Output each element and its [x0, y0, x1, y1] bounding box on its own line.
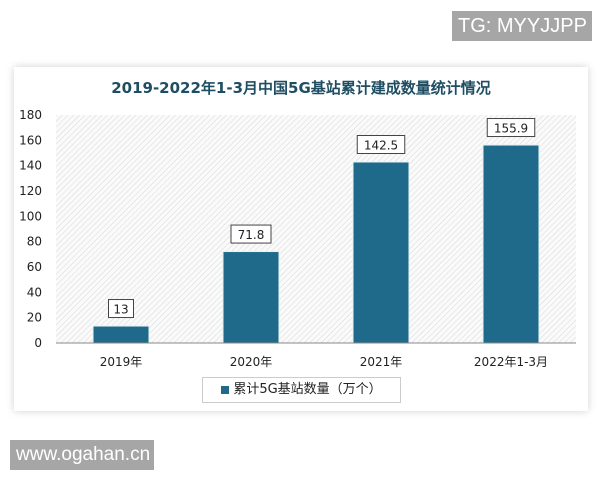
y-tick-label: 120	[19, 184, 42, 198]
data-label: 155.9	[494, 122, 528, 136]
bar	[93, 326, 149, 343]
y-tick-label: 100	[19, 209, 42, 223]
bar	[353, 162, 409, 343]
data-label-box	[108, 299, 134, 319]
chart-title: 2019-2022年1-3月中国5G基站累计建成数量统计情况	[111, 79, 491, 97]
watermark-tg: TG: MYYJJPP	[452, 11, 592, 41]
x-tick-label: 2021年	[360, 355, 403, 369]
bar	[483, 145, 539, 343]
y-tick-label: 40	[27, 285, 42, 299]
bar-chart: 0 20 40 60 80 100 120 140 160 180 13 2019年 71.8 2020年…	[19, 108, 576, 369]
y-tick-label: 180	[19, 108, 42, 122]
data-label-box	[230, 224, 272, 244]
y-tick-label: 60	[27, 260, 42, 274]
y-tick-label: 80	[27, 235, 42, 249]
data-label: 142.5	[364, 139, 398, 153]
legend: 累计5G基站数量（万个）	[202, 377, 401, 403]
watermark-site: www.ogahan.cn	[10, 440, 154, 470]
y-tick-label: 140	[19, 159, 42, 173]
x-tick-label: 2019年	[100, 355, 143, 369]
legend-label: 累计5G基站数量（万个）	[233, 382, 382, 397]
y-tick-label: 160	[19, 133, 42, 147]
data-label-box	[486, 118, 536, 138]
x-tick-label: 2022年1-3月	[474, 355, 548, 369]
y-tick-label: 20	[27, 311, 42, 325]
data-label: 71.8	[238, 228, 265, 242]
legend-swatch	[221, 385, 230, 394]
chart-card: 2019-2022年1-3月中国5G基站累计建成数量统计情况 0 20 40 60 80…	[14, 67, 588, 411]
data-label: 13	[113, 303, 128, 317]
bar	[223, 252, 279, 343]
data-label-box	[356, 135, 406, 154]
x-tick-label: 2020年	[230, 355, 273, 369]
y-tick-label: 0	[34, 336, 42, 350]
